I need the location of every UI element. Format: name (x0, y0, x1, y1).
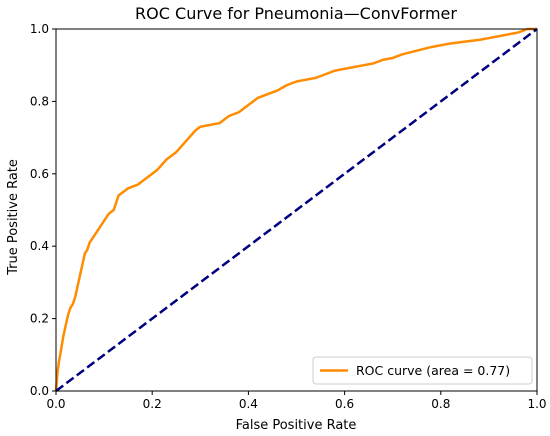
x-tick-label: 0.0 (46, 397, 65, 411)
y-tick-label: 0.2 (30, 312, 49, 326)
roc-curve-line (54, 27, 537, 392)
chance-diagonal-line (55, 28, 538, 392)
chart-title: ROC Curve for Pneumonia—ConvFormer (135, 4, 457, 23)
x-tick-label: 0.6 (335, 397, 354, 411)
y-tick-label: 0.0 (30, 384, 49, 398)
legend-label-roc: ROC curve (area = 0.77) (356, 363, 510, 378)
y-tick-label: 0.6 (30, 167, 49, 181)
x-axis-label: False Positive Rate (236, 418, 357, 433)
x-tick-label: 1.0 (527, 397, 546, 411)
legend-box (312, 356, 533, 385)
y-tick-label: 1.0 (30, 22, 49, 36)
plot-area (54, 27, 538, 392)
axes-frame (55, 28, 538, 392)
y-tick-label: 0.8 (30, 94, 49, 108)
x-tick-label: 0.4 (239, 397, 258, 411)
axis-ticks: 0.0 0.2 0.4 0.6 0.8 1.0 0.0 0.2 0.4 0.6 0.8 1.0 (30, 22, 547, 411)
y-axis-label: True Positive Rate (6, 159, 21, 276)
x-tick-label: 0.8 (431, 397, 450, 411)
legend: ROC curve (area = 0.77) (312, 356, 533, 385)
x-tick-label: 0.2 (143, 397, 162, 411)
y-tick-label: 0.4 (30, 239, 49, 253)
